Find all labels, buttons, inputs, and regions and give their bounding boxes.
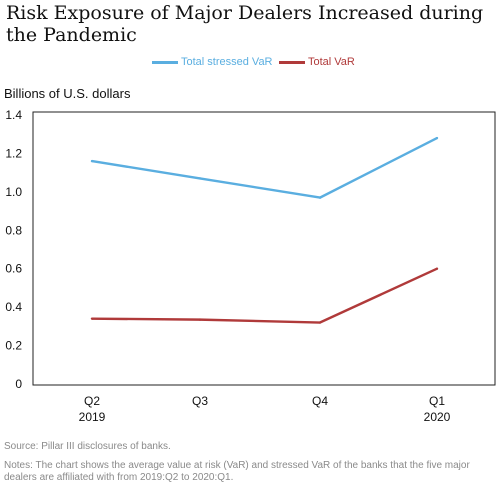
x-tick-year-label: 2020 (424, 410, 451, 424)
y-tick-label: 0.4 (5, 300, 22, 314)
y-tick-label: 1.2 (5, 146, 22, 160)
series-line-var (91, 267, 438, 324)
y-tick-label: 0.2 (5, 339, 22, 353)
data-point-var (198, 318, 202, 321)
y-tick-label: 1.4 (5, 108, 22, 122)
data-point-stressed-var (198, 177, 202, 180)
y-axis-unit-label: Billions of U.S. dollars (4, 86, 131, 101)
chart-legend: Total stressed VaR Total VaR (0, 56, 500, 72)
data-point-var (90, 317, 94, 320)
x-tick-label: Q3 (192, 394, 208, 408)
y-axis: 0 0.2 0.4 0.6 0.8 1.0 1.2 1.4 (5, 108, 22, 391)
y-tick-label: 0.8 (5, 223, 22, 237)
y-tick-label: 0.6 (5, 262, 22, 276)
legend-item-var: Total VaR (279, 56, 355, 68)
legend-label-var: Total VaR (308, 56, 355, 68)
source-note: Source: Pillar III disclosures of banks. (4, 441, 171, 452)
y-tick-label: 1.0 (5, 185, 22, 199)
x-axis: Q2 2019 Q3 Q4 Q1 2020 (79, 394, 451, 424)
legend-swatch-stressed-var (152, 60, 178, 64)
legend-swatch-var (279, 60, 305, 64)
data-point-stressed-var (90, 159, 94, 163)
chart-notes: Notes: The chart shows the average value… (4, 460, 470, 483)
y-tick-label: 0 (15, 377, 22, 391)
series-lines (90, 136, 439, 324)
legend-item-stressed-var: Total stressed VaR (152, 56, 273, 68)
legend-label-stressed-var: Total stressed VaR (181, 56, 273, 68)
chart-title: Risk Exposure of Major Dealers Increased… (6, 2, 484, 46)
series-line-stressed-var (91, 136, 438, 199)
x-tick-label: Q4 (312, 394, 328, 408)
data-point-var (435, 267, 439, 270)
data-point-var (318, 321, 322, 324)
x-tick-label: Q2 (84, 394, 100, 408)
line-chart: 0 0.2 0.4 0.6 0.8 1.0 1.2 1.4 Q2 2019 Q3 Q4 Q1 2020 (5, 108, 496, 424)
x-tick-label: Q1 (429, 394, 445, 408)
data-point-stressed-var (318, 196, 322, 199)
x-tick-year-label: 2019 (79, 410, 106, 424)
plot-frame (32, 111, 496, 386)
data-point-stressed-var (435, 136, 439, 140)
